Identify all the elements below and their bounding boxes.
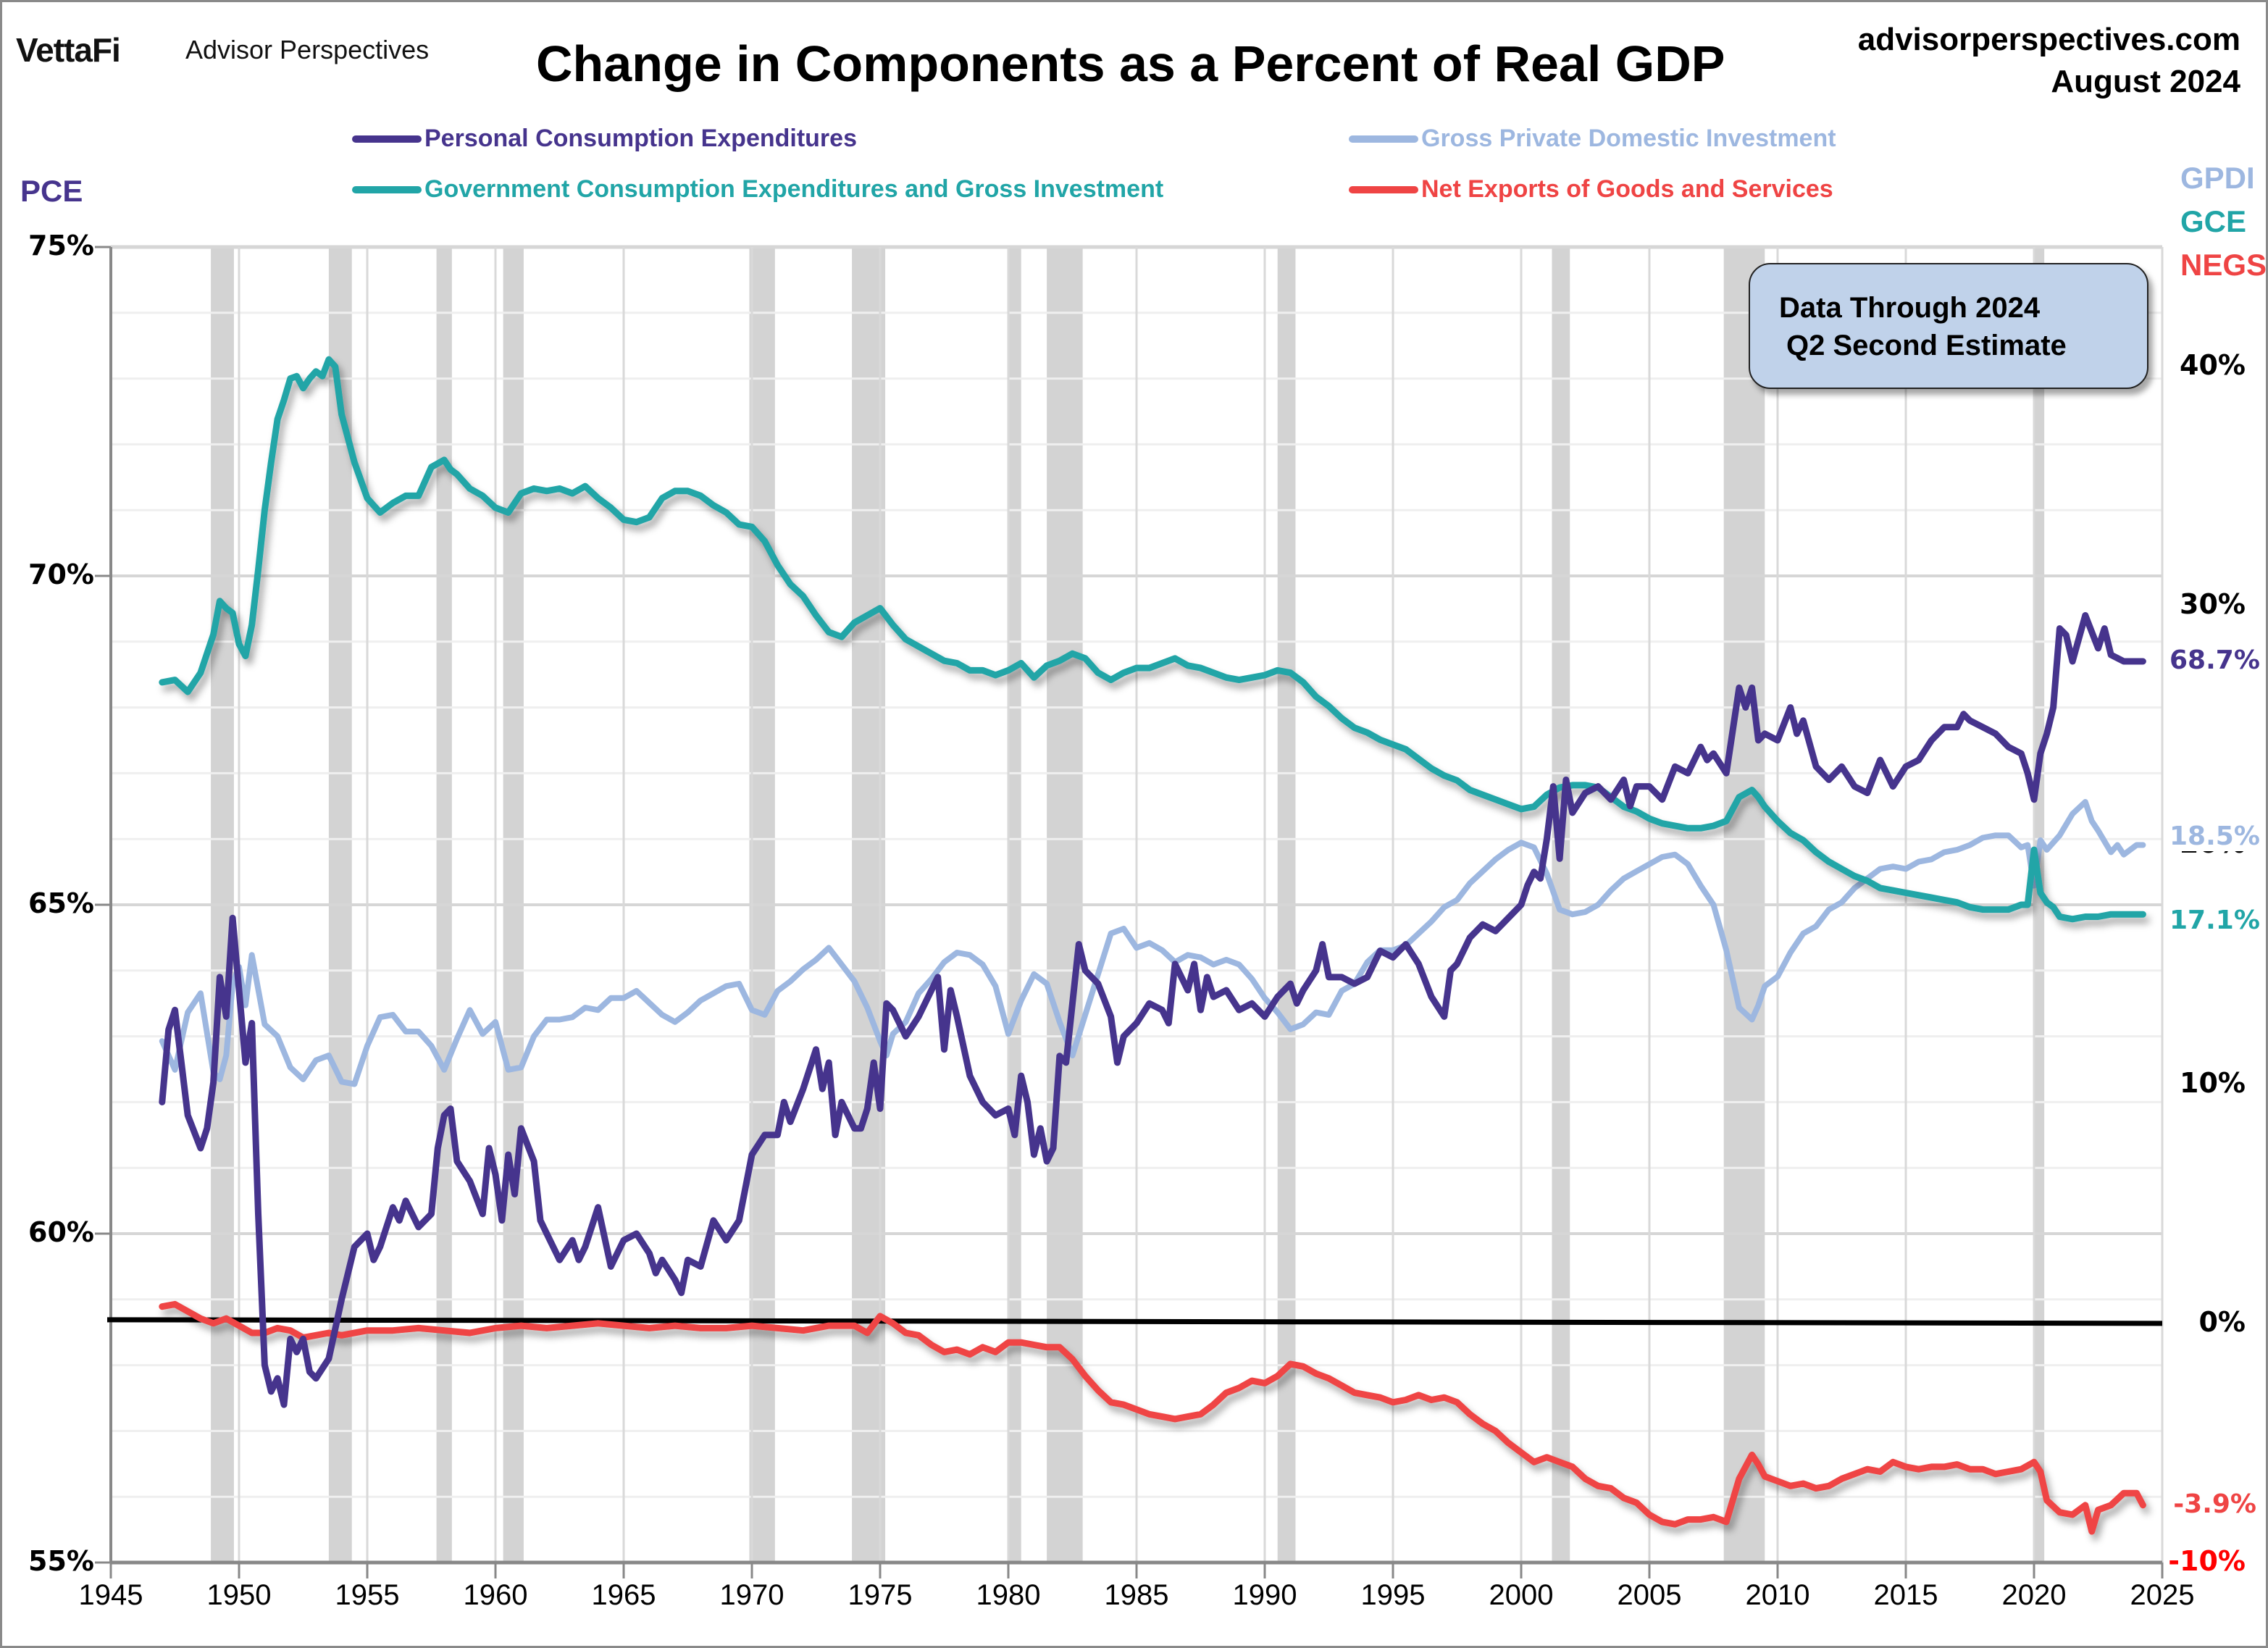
series-line-gpdi: [159, 799, 2146, 1087]
site-url: advisorperspectives.com: [1857, 22, 2240, 57]
end-value-label-negs: -3.9%: [2169, 1489, 2256, 1519]
end-value-label-pce: 68.7%: [2169, 645, 2260, 676]
legend-swatch-gpdi: [1349, 135, 1418, 143]
x-axis-tick-label: 1960: [463, 1579, 528, 1611]
x-axis-tick-label: 1975: [848, 1579, 913, 1611]
legend-gce: Government Consumption Expenditures and …: [352, 175, 1163, 204]
right-axis-tick-label: 10%: [2180, 1066, 2246, 1099]
legend-pce: Personal Consumption Expenditures: [352, 125, 857, 153]
legend-negs: Net Exports of Goods and Services: [1349, 175, 1833, 204]
x-axis-tick-label: 1945: [78, 1579, 143, 1611]
end-value-label-gce: 17.1%: [2169, 905, 2260, 936]
note-line-2: Q2 Second Estimate: [1786, 330, 2067, 361]
x-axis-tick-label: 1950: [206, 1579, 272, 1611]
chart-title: Change in Components as a Percent of Rea…: [536, 35, 1725, 92]
vettafi-logo: VettaFi: [16, 31, 121, 69]
left-axis-tick-label: 55%: [28, 1545, 94, 1577]
end-value-label-gpdi: 18.5%: [2169, 821, 2260, 852]
legend-swatch-negs: [1349, 185, 1418, 193]
x-axis-tick-label: 2005: [1617, 1579, 1682, 1611]
x-axis-tick-label: 2025: [2130, 1579, 2195, 1611]
right-axis-tick-label: -10%: [2168, 1545, 2246, 1577]
series-line-pce: [159, 612, 2146, 1408]
legend-label-pce: Personal Consumption Expenditures: [424, 125, 857, 152]
publish-date: August 2024: [2051, 64, 2240, 99]
x-axis-tick-label: 1965: [591, 1579, 656, 1611]
legend-swatch-pce: [352, 135, 422, 143]
x-axis-tick-label: 1955: [335, 1579, 400, 1611]
legend-label-negs: Net Exports of Goods and Services: [1421, 175, 1833, 203]
legend-label-gpdi: Gross Private Domestic Investment: [1421, 125, 1836, 152]
x-axis-tick-label: 1995: [1360, 1579, 1426, 1611]
left-axis-tick-label: 65%: [28, 887, 94, 919]
right-axis-tick-label: 0%: [2198, 1305, 2246, 1338]
right-axis-tick-label: 30%: [2180, 588, 2246, 621]
x-axis-tick-label: 2020: [2001, 1579, 2067, 1611]
legend-gpdi: Gross Private Domestic Investment: [1349, 125, 1836, 153]
series-line-gce: [159, 356, 2146, 923]
x-axis-tick-label: 1970: [719, 1579, 784, 1611]
data-note-box: Data Through 2024 Q2 Second Estimate: [1749, 263, 2148, 389]
right-axis-title-negs: NEGS: [2180, 248, 2267, 282]
right-axis-title-gce: GCE: [2180, 204, 2247, 238]
legend-swatch-gce: [352, 185, 422, 193]
left-axis-tick-label: 70%: [28, 559, 94, 590]
legend-label-gce: Government Consumption Expenditures and …: [424, 175, 1164, 203]
right-axis-tick-label: 40%: [2180, 349, 2246, 382]
left-axis-title: PCE: [20, 174, 83, 208]
x-axis-tick-label: 2010: [1745, 1579, 1810, 1611]
left-axis-tick-label: 75%: [28, 230, 94, 262]
left-axis-tick-label: 60%: [28, 1216, 94, 1248]
zero-line: [106, 1317, 2163, 1326]
note-line-1: Data Through 2024: [1779, 292, 2041, 324]
series-line-negs: [159, 1300, 2146, 1535]
x-axis-tick-label: 1990: [1232, 1579, 1297, 1611]
x-axis-tick-label: 1985: [1104, 1579, 1169, 1611]
x-axis-tick-label: 2015: [1873, 1579, 1938, 1611]
right-axis-title-gpdi: GPDI: [2180, 161, 2255, 195]
x-axis-tick-label: 1980: [976, 1579, 1041, 1611]
brand-name: Advisor Perspectives: [185, 35, 430, 64]
x-axis-tick-label: 2000: [1489, 1579, 1554, 1611]
